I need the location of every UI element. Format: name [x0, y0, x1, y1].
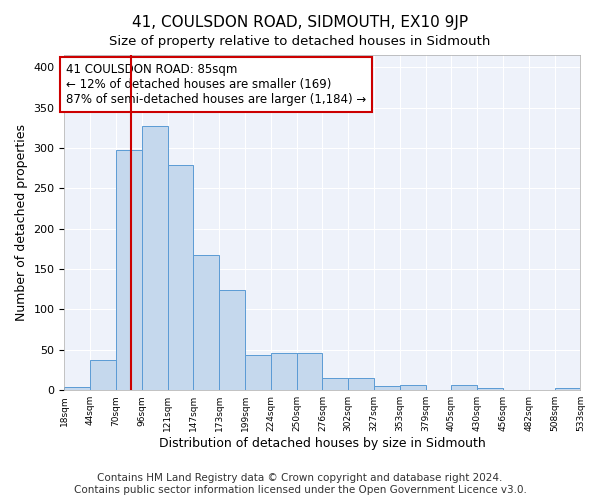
- Bar: [142, 126, 167, 390]
- Text: 41 COULSDON ROAD: 85sqm
← 12% of detached houses are smaller (169)
87% of semi-d: 41 COULSDON ROAD: 85sqm ← 12% of detache…: [65, 63, 366, 106]
- Bar: [116, 150, 142, 390]
- Bar: [296, 353, 322, 390]
- Bar: [219, 290, 245, 390]
- Bar: [167, 165, 193, 390]
- Y-axis label: Number of detached properties: Number of detached properties: [15, 124, 28, 321]
- Text: Size of property relative to detached houses in Sidmouth: Size of property relative to detached ho…: [109, 35, 491, 48]
- Text: 41, COULSDON ROAD, SIDMOUTH, EX10 9JP: 41, COULSDON ROAD, SIDMOUTH, EX10 9JP: [132, 15, 468, 30]
- Bar: [90, 360, 116, 390]
- Bar: [193, 254, 219, 390]
- Text: Contains HM Land Registry data © Crown copyright and database right 2024.
Contai: Contains HM Land Registry data © Crown c…: [74, 474, 526, 495]
- Bar: [374, 386, 400, 390]
- Bar: [64, 387, 90, 390]
- Bar: [348, 378, 374, 390]
- Bar: [245, 354, 271, 390]
- Bar: [554, 388, 580, 390]
- Bar: [451, 386, 477, 390]
- Bar: [322, 378, 348, 390]
- X-axis label: Distribution of detached houses by size in Sidmouth: Distribution of detached houses by size …: [159, 437, 486, 450]
- Bar: [400, 386, 425, 390]
- Bar: [271, 353, 296, 390]
- Bar: [477, 388, 503, 390]
